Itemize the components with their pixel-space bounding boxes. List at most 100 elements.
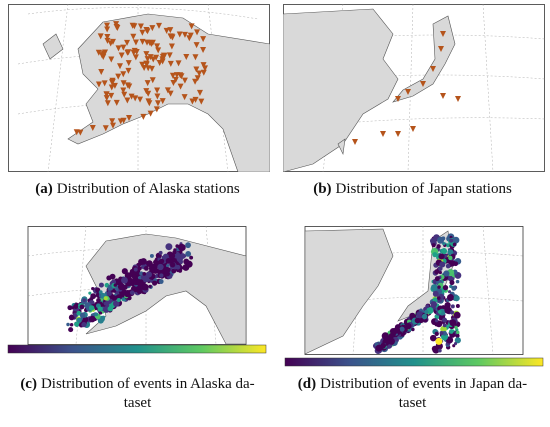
station [192,96,199,103]
event [441,248,448,255]
event [454,337,461,344]
event [82,298,86,302]
station [194,75,201,82]
station [181,77,188,84]
asia-land [283,8,399,172]
event [98,282,104,288]
station [154,93,161,100]
station [132,54,139,61]
station [144,56,151,63]
event [439,331,444,336]
event [449,310,455,315]
event [430,334,437,342]
event [440,325,447,333]
station [139,29,146,36]
event [91,287,95,291]
event [132,274,137,279]
event [436,244,441,249]
station [131,23,138,30]
event [150,263,156,269]
event [437,285,441,289]
station [95,49,102,56]
station [176,31,183,38]
station [147,110,154,117]
event [95,287,101,293]
station [198,98,205,105]
event [411,327,415,332]
station [113,21,120,28]
event [154,258,158,262]
station [440,31,446,37]
station [189,98,196,105]
event [158,279,164,284]
event [442,323,447,328]
station [155,47,162,54]
station [97,33,104,40]
station-markers [352,31,461,145]
station [163,27,170,34]
event [152,280,158,286]
event [149,253,154,258]
event [143,277,149,283]
event [106,291,112,297]
event [179,253,186,260]
event [97,317,104,324]
station [102,125,109,132]
station [143,51,150,58]
event [400,332,405,337]
station [192,78,199,85]
event [456,330,460,335]
event [142,283,149,291]
station [113,99,120,106]
station [181,94,188,101]
station [173,72,180,79]
event [434,322,439,327]
station [186,35,193,42]
event [92,317,97,322]
event [446,294,455,302]
station [124,97,131,104]
station [405,89,411,95]
caption: (c) Distribution of events in Alaska da-t… [0,375,275,413]
event [98,311,103,315]
station [167,90,174,97]
event [73,303,79,310]
station [200,62,207,69]
station [455,96,461,102]
caption-text: Distribution of events in Japan da- [320,376,528,392]
station [167,60,174,67]
event [90,293,97,300]
station [113,23,120,30]
event [73,312,78,317]
station [125,60,132,67]
caption: (b) Distribution of Japan stations [275,180,550,199]
station [103,95,110,102]
station [109,122,116,129]
station [120,71,127,78]
caption-text: taset [398,395,427,411]
caption-text: Distribution of events in Alaska da- [40,376,255,392]
event [388,344,392,349]
event [432,290,439,297]
station [144,80,151,87]
event [454,325,458,330]
station [395,131,401,137]
event [69,322,74,327]
caption-text: Distribution of Japan stations [335,181,512,197]
event [438,270,442,275]
event [443,270,450,277]
caption-label: (a) [35,181,53,197]
event [82,316,89,323]
station [104,26,111,33]
station [118,52,125,59]
station [103,22,110,29]
event [165,264,170,268]
event [161,255,165,260]
event [88,291,92,295]
event [175,244,179,248]
event [88,305,95,311]
event [442,284,449,291]
event [68,314,75,321]
caption-label: (b) [313,181,332,197]
